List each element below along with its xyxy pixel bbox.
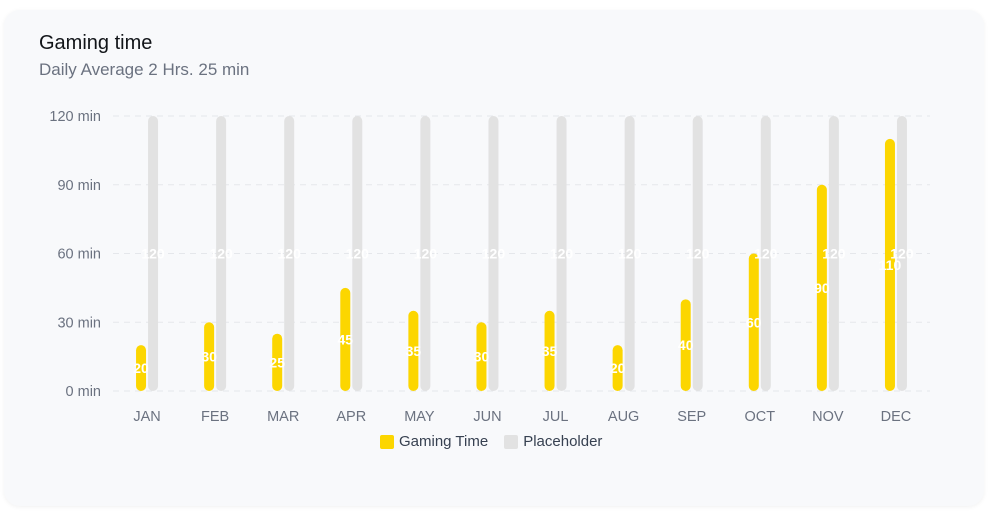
bar-placeholder-oct [760,116,771,391]
chart-legend: Gaming Time Placeholder [380,433,618,450]
data-label-gaming-jun: 30 [474,349,490,365]
data-label-gaming-dec: 110 [879,257,902,273]
bar-gaming-aug [612,345,623,391]
data-label-gaming-feb: 30 [201,349,217,365]
bar-gaming-jul [544,310,555,391]
data-label-placeholder-jan: 120 [141,246,165,262]
chart-title: Gaming time [39,32,153,54]
legend-item-placeholder[interactable]: Placeholder [504,433,602,450]
legend-item-gaming-time[interactable]: Gaming Time [380,433,488,450]
data-label-placeholder-oct: 120 [754,246,778,262]
x-tick-label-dec: DEC [881,409,912,425]
x-tick-label-aug: AUG [608,409,639,425]
bar-gaming-dec [884,138,895,391]
x-tick-label-jun: JUN [473,409,501,425]
bar-placeholder-apr [352,116,363,391]
data-label-gaming-jul: 35 [542,343,558,359]
x-tick-label-may: MAY [404,409,435,425]
data-label-gaming-sep: 40 [678,337,694,353]
data-label-placeholder-dec: 120 [890,246,914,262]
bar-gaming-may [408,310,419,391]
x-tick-label-jan: JAN [133,409,160,425]
data-label-placeholder-nov: 120 [822,246,846,262]
bar-gaming-nov [816,184,827,391]
data-label-placeholder-apr: 120 [346,246,370,262]
bar-placeholder-may [420,116,431,391]
bar-placeholder-aug [624,116,635,391]
y-tick-label: 120 min [49,109,101,125]
bar-placeholder-jun [488,116,499,391]
bar-gaming-sep [680,299,691,391]
data-label-gaming-jan: 20 [133,360,149,376]
data-label-placeholder-aug: 120 [618,246,642,262]
legend-swatch-placeholder [504,434,519,449]
x-tick-label-nov: NOV [812,409,844,425]
x-tick-label-oct: OCT [744,409,775,425]
bar-placeholder-sep [692,116,703,391]
x-tick-label-jul: JUL [543,409,569,425]
data-label-placeholder-may: 120 [414,246,438,262]
y-tick-label: 30 min [57,315,101,331]
x-tick-label-sep: SEP [677,409,706,425]
y-tick-label: 0 min [66,384,101,400]
y-tick-label: 60 min [57,247,101,263]
y-tick-label: 90 min [57,178,101,194]
data-label-gaming-oct: 60 [746,314,762,330]
data-label-placeholder-mar: 120 [278,246,302,262]
chart-subtitle: Daily Average 2 Hrs. 25 min [39,60,250,79]
data-label-gaming-may: 35 [406,343,422,359]
bar-placeholder-feb [216,116,227,391]
data-label-placeholder-jul: 120 [550,246,574,262]
bar-placeholder-nov [828,116,839,391]
data-label-placeholder-jun: 120 [482,246,506,262]
bar-placeholder-mar [284,116,295,391]
data-label-gaming-apr: 45 [338,331,354,347]
bar-gaming-jan [136,345,147,391]
bar-gaming-mar [272,333,283,391]
x-tick-label-feb: FEB [201,409,229,425]
legend-label-placeholder: Placeholder [523,433,603,450]
x-tick-label-mar: MAR [267,409,299,425]
data-label-gaming-mar: 25 [269,354,285,370]
bar-placeholder-jul [556,116,567,391]
data-label-placeholder-sep: 120 [686,246,710,262]
bar-placeholder-jan [148,116,159,391]
bar-gaming-feb [204,322,215,391]
legend-swatch-gaming-time [380,434,394,449]
data-label-placeholder-feb: 120 [209,246,233,262]
data-label-gaming-nov: 90 [814,280,830,296]
legend-label-gaming-time: Gaming Time [399,433,489,450]
bar-gaming-jun [476,322,487,391]
bar-gaming-oct [748,253,759,391]
bar-placeholder-dec [896,116,907,391]
bar-gaming-apr [340,287,351,391]
data-label-gaming-aug: 20 [610,360,626,376]
x-tick-label-apr: APR [336,409,366,425]
